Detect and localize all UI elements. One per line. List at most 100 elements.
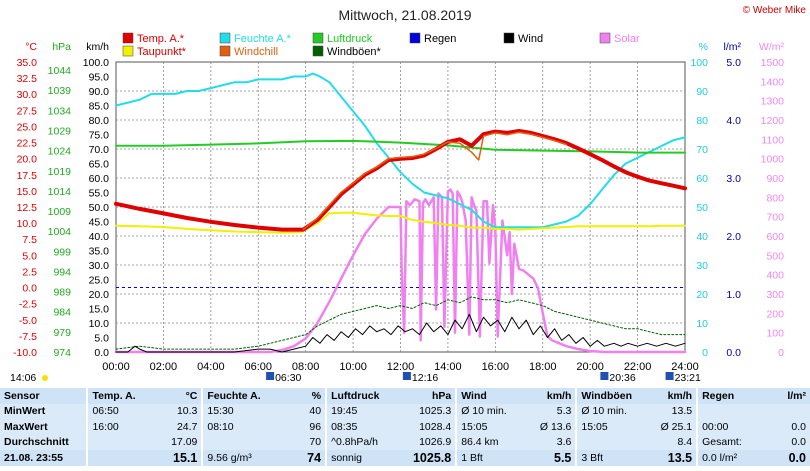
series-line-windchill <box>302 131 568 231</box>
axis-tick-temp: 12.5 <box>17 202 38 214</box>
legend-swatch <box>122 45 134 57</box>
axis-tick-pressure: 989 <box>53 287 71 299</box>
press-time: 08:35 <box>325 419 403 435</box>
plot-area <box>114 61 687 354</box>
axis-tick-pressure: 1034 <box>48 105 72 117</box>
axis-tick-wind: 25.0 <box>89 275 110 287</box>
axis-tick-pressure: 1019 <box>48 166 72 178</box>
sun-marker-icon <box>600 372 609 380</box>
hum-time: 15:30 <box>201 403 280 419</box>
axis-tick-solar: 600 <box>766 231 784 243</box>
press-time: 19:45 <box>325 403 403 419</box>
axis-tick-wind: 45.0 <box>89 217 110 229</box>
axis-tick-humidity: 10 <box>696 318 708 330</box>
series-line-wind <box>115 313 686 353</box>
axis-tick-solar: 1500 <box>761 57 785 69</box>
hum-value: 96 <box>279 419 327 435</box>
axis-tick-pressure: 1004 <box>48 226 72 238</box>
axis-tick-temp: 32.5 <box>17 73 38 85</box>
axis-tick-pressure: 979 <box>53 327 71 339</box>
x-axis: 00:00 02:00 04:00 06:00 08:00 10:00 12:00 14:00… <box>102 361 699 373</box>
axis-tick-humidity: 50 <box>696 202 708 214</box>
axis-unit-humidity: % <box>699 41 708 53</box>
rain-value: 0.0 <box>764 419 810 435</box>
rain-info: Gesamt: <box>696 434 765 450</box>
legend-swatch <box>312 32 324 44</box>
x-tick-label: 04:00 <box>197 361 225 373</box>
row-label: MinWert <box>0 403 88 419</box>
axis-tick-solar: 1200 <box>761 115 785 127</box>
axis-tick-rain: 2.0 <box>726 231 741 243</box>
x-tick-label: 18:00 <box>529 361 557 373</box>
axis-tick-temp: -7.5 <box>19 331 37 343</box>
series-line-taupunkt <box>115 211 686 234</box>
wind-value: Ø 13.6 <box>523 419 577 435</box>
axis-tick-wind: 35.0 <box>89 246 110 258</box>
axis-tick-temp: -5.0 <box>19 315 37 327</box>
axis-tick-solar: 1300 <box>761 96 785 108</box>
temp-time <box>86 434 155 450</box>
wind-value: 3.6 <box>523 434 577 450</box>
row-label: MaxWert <box>0 419 88 435</box>
x-tick-label: 08:00 <box>292 361 320 373</box>
legend-label: Windböen* <box>327 46 382 58</box>
axis-tick-solar: 300 <box>766 289 784 301</box>
axis-tick-wind: 70.0 <box>89 144 110 156</box>
current-temp-value: 15.1 <box>154 450 203 466</box>
current-gust-value: 13.5 <box>644 450 698 466</box>
sun-marker-icon <box>402 372 411 380</box>
axis-tick-solar: 900 <box>766 173 784 185</box>
axis-tick-solar: 1000 <box>761 154 785 166</box>
temp-time: 06:50 <box>86 403 155 419</box>
hdr-sensor: Sensor <box>0 388 88 404</box>
legend-label: Windchill <box>234 46 278 58</box>
hdr-rain-unit: l/m² <box>764 388 810 404</box>
press-trend: ^0.8hPa/h <box>325 434 403 450</box>
hdr-temp: Temp. A. <box>86 388 155 404</box>
axis-tick-solar: 100 <box>766 328 784 340</box>
axis-tick-temp: 22.5 <box>17 138 38 150</box>
sun-marker-label: 06:30 <box>275 372 301 384</box>
gust-value: 13.5 <box>644 403 698 419</box>
axis-tick-wind: 15.0 <box>89 304 110 316</box>
current-rain-value: 0.0 <box>764 450 810 466</box>
hum-time: 08:10 <box>201 419 280 435</box>
axis-unit-solar: W/m² <box>759 41 785 53</box>
axis-tick-wind: 0.0 <box>94 347 109 359</box>
x-tick-label: 00:00 <box>102 361 130 373</box>
x-tick-label: 14:00 <box>434 361 462 373</box>
series-line-solar <box>114 188 687 354</box>
gust-info: 15:05 <box>575 419 645 435</box>
sun-marker-label: 12:16 <box>412 372 438 384</box>
legend-label: Wind <box>518 33 543 45</box>
gust-value: Ø 25.1 <box>644 419 698 435</box>
axis-tick-temp: 5.0 <box>22 250 37 262</box>
hdr-gust-unit: km/h <box>644 388 698 404</box>
stats-row-max: MaxWert 16:00 24.7 08:10 96 08:35 1028.4… <box>0 419 810 435</box>
axis-tick-temp: 2.5 <box>22 266 37 278</box>
current-gust-bft: 3 Bft <box>575 450 645 466</box>
current-press-value: 1025.8 <box>402 450 457 466</box>
axis-tick-temp: 20.0 <box>17 154 38 166</box>
axis-tick-humidity: 0 <box>702 347 708 359</box>
axis-tick-wind: 80.0 <box>89 115 110 127</box>
axis-tick-solar: 400 <box>766 270 784 282</box>
axis-tick-temp: 35.0 <box>17 57 38 69</box>
x-tick-label: 12:00 <box>387 361 415 373</box>
axis-tick-solar: 700 <box>766 212 784 224</box>
axis-tick-temp: 0.0 <box>22 283 37 295</box>
sun-marker-icon <box>266 372 275 380</box>
rain-info <box>696 403 765 419</box>
axis-tick-temp: 15.0 <box>17 186 38 198</box>
x-tick-label: 22:00 <box>624 361 652 373</box>
axis-tick-rain: 4.0 <box>726 115 741 127</box>
legend-swatch <box>312 45 324 57</box>
temp-time <box>86 450 155 466</box>
axis-tick-pressure: 1029 <box>48 125 72 137</box>
row-label: Durchschnitt <box>0 434 88 450</box>
hdr-wind-unit: km/h <box>523 388 577 404</box>
axis-tick-solar: 800 <box>766 192 784 204</box>
axis-tick-temp: 27.5 <box>17 105 38 117</box>
axis-tick-wind: 20.0 <box>89 289 110 301</box>
axis-tick-humidity: 60 <box>696 173 708 185</box>
